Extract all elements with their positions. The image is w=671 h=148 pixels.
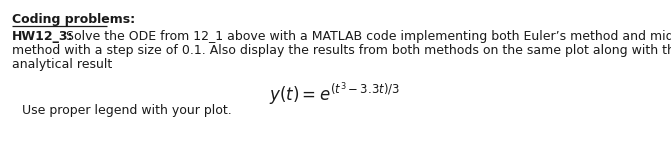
Text: $y(t) = e^{(t^3-3.3t)/3}$: $y(t) = e^{(t^3-3.3t)/3}$ bbox=[270, 80, 401, 108]
Text: Solve the ODE from 12_1 above with a MATLAB code implementing both Euler’s metho: Solve the ODE from 12_1 above with a MAT… bbox=[58, 30, 671, 43]
Text: Use proper legend with your plot.: Use proper legend with your plot. bbox=[22, 104, 231, 117]
Text: HW12_3:: HW12_3: bbox=[12, 30, 74, 43]
Text: method with a step size of 0.1. Also display the results from both methods on th: method with a step size of 0.1. Also dis… bbox=[12, 44, 671, 57]
Text: Coding problems:: Coding problems: bbox=[12, 13, 135, 26]
Text: analytical result: analytical result bbox=[12, 58, 112, 71]
